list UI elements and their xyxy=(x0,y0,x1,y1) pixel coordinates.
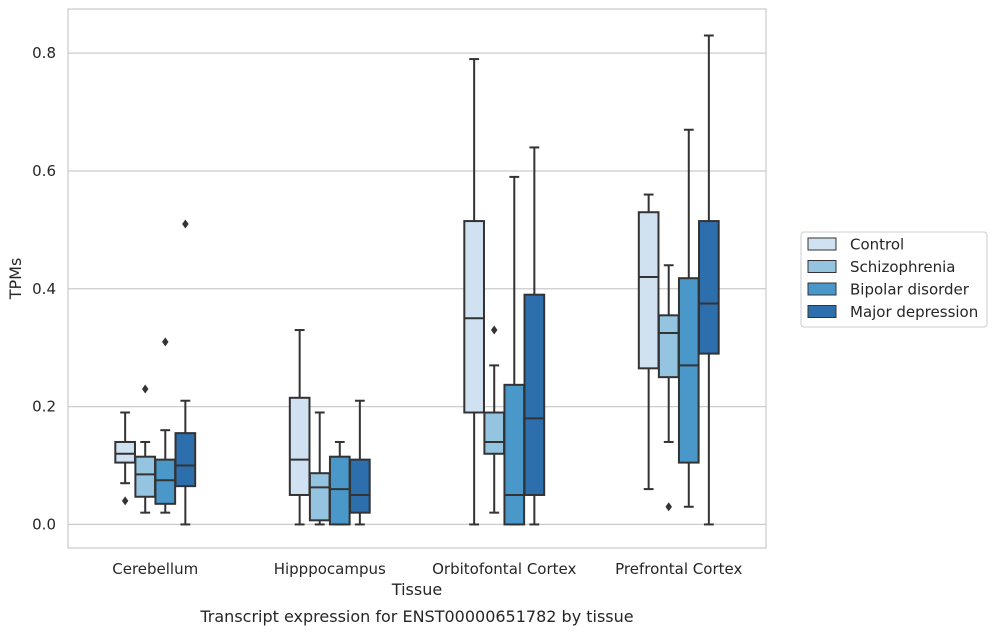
box xyxy=(503,383,526,526)
series-bipolar-disorder xyxy=(154,128,700,526)
legend-label: Major depression xyxy=(850,303,978,321)
grid-lines xyxy=(68,52,766,526)
x-tick-label: Cerebellum xyxy=(112,560,198,578)
x-tick-label: Prefrontal Cortex xyxy=(615,560,742,578)
legend-label: Control xyxy=(850,236,904,254)
box xyxy=(349,458,371,514)
outlier-point xyxy=(141,384,149,394)
y-tick-label: 0.8 xyxy=(32,44,56,62)
outlier-point xyxy=(490,325,498,335)
legend-label: Bipolar disorder xyxy=(850,281,970,299)
series-major-depression xyxy=(174,34,720,526)
box xyxy=(637,211,660,370)
x-tick-labels: Cerebellum Hipppocampus Orbitofontal Corte… xyxy=(112,560,742,578)
box xyxy=(677,277,700,464)
x-tick-label: Hipppocampus xyxy=(274,560,386,578)
legend: Control Schizophrenia Bipolar disorder Majo… xyxy=(800,231,988,328)
box xyxy=(134,455,157,498)
outlier-point xyxy=(182,219,189,229)
legend-label: Schizophrenia xyxy=(850,258,955,276)
box xyxy=(483,411,506,455)
y-tick-label: 0.2 xyxy=(32,398,56,416)
box xyxy=(328,455,351,526)
x-axis-label: Tissue xyxy=(391,580,442,599)
box xyxy=(174,432,197,488)
box xyxy=(463,220,485,414)
outlier-point xyxy=(162,337,169,347)
legend-frame xyxy=(800,231,988,328)
y-tick-label: 0.4 xyxy=(32,280,56,298)
outlier-point xyxy=(121,496,129,506)
box xyxy=(288,396,311,496)
x-tick-label: Orbitofontal Cortex xyxy=(432,560,576,578)
box xyxy=(154,458,177,505)
legend-swatch xyxy=(807,305,837,318)
box xyxy=(308,472,331,522)
plot-area-frame xyxy=(67,8,767,549)
y-tick-label: 0.0 xyxy=(32,515,56,533)
chart-caption: Transcript expression for ENST0000065178… xyxy=(199,607,633,626)
y-tick-label: 0.6 xyxy=(32,162,56,180)
series-schizophrenia xyxy=(134,264,680,526)
series-control xyxy=(114,58,660,526)
legend-swatch xyxy=(807,260,837,273)
legend-swatch xyxy=(807,237,837,251)
box xyxy=(698,220,720,355)
outlier-point xyxy=(665,502,672,512)
legend-swatch xyxy=(807,282,837,296)
y-axis-label: TPMs xyxy=(6,258,25,301)
box xyxy=(523,293,546,496)
box xyxy=(114,440,136,464)
box-series-group xyxy=(114,34,720,526)
box xyxy=(657,314,680,379)
y-tick-labels: 0.0 0.2 0.4 0.6 0.8 xyxy=(32,44,56,533)
